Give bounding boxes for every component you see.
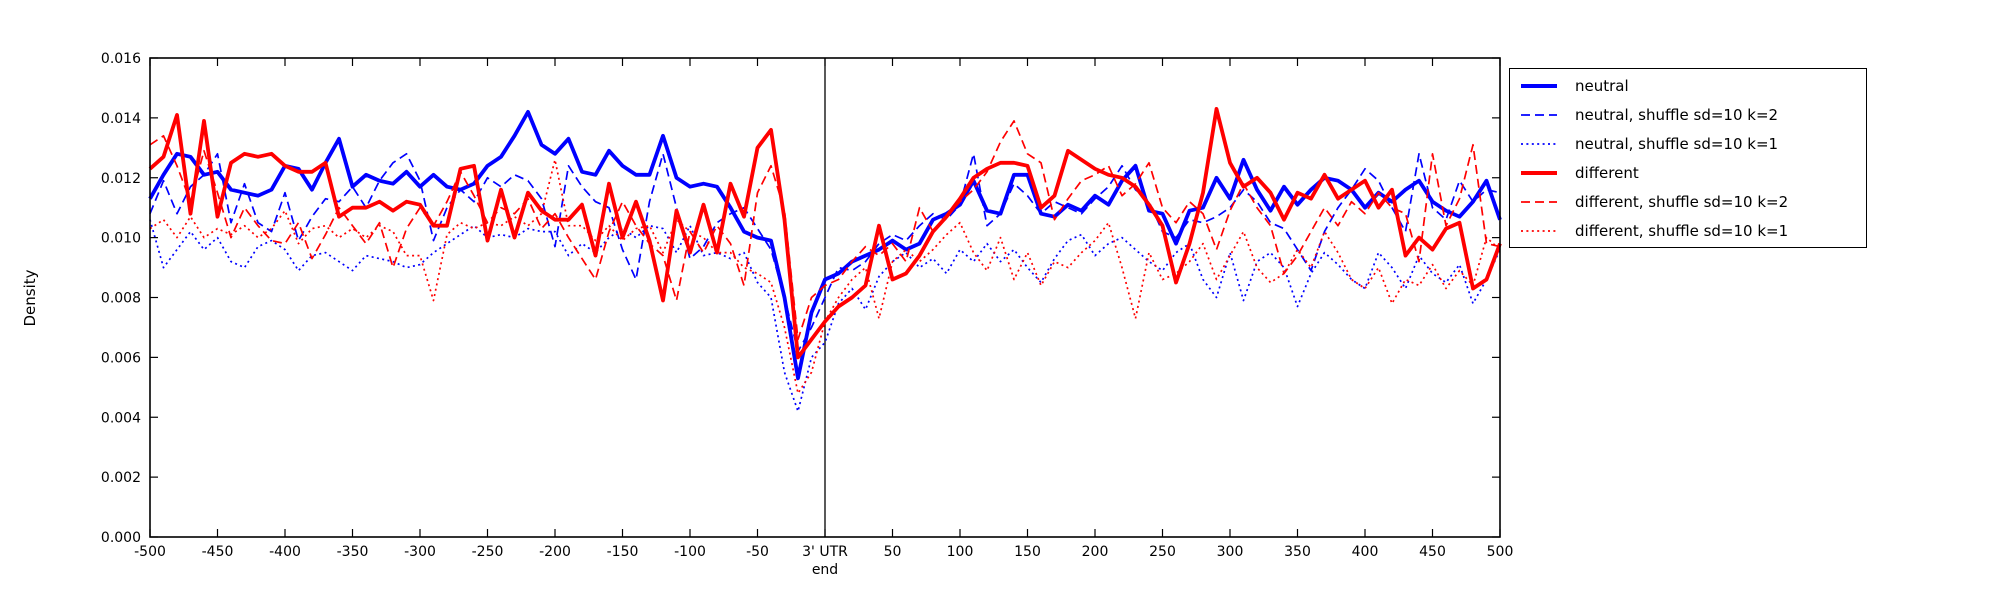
y-axis-label: Density (21, 269, 39, 327)
series-line-4 (149, 120, 1501, 341)
x-tick-label: 400 (1352, 544, 1379, 560)
legend-label: different (1575, 163, 1639, 182)
x-tick-label: 3' UTR (802, 544, 848, 560)
x-tick-label: -300 (404, 544, 436, 560)
legend-label: neutral (1575, 76, 1629, 95)
legend-entry-neutral-shuffle-k2: neutral, shuffle sd=10 k=2 (1510, 101, 1866, 129)
legend-line-sample-dashed-red (1521, 200, 1557, 203)
y-tick-label: 0.010 (101, 231, 141, 247)
x-tick-label: 150 (1014, 544, 1041, 560)
legend-entry-different: different (1510, 159, 1866, 187)
x-tick-label: 50 (884, 544, 902, 560)
x-tick-label: -150 (607, 544, 639, 560)
legend-line-sample-solid-red (1521, 170, 1557, 175)
x-tick-label: 450 (1419, 544, 1446, 560)
x-tick-label: -100 (674, 544, 706, 560)
y-tick-label: 0.004 (101, 410, 141, 426)
legend-label: different, shuffle sd=10 k=1 (1575, 221, 1789, 240)
legend-line-sample-solid-blue (1521, 83, 1557, 88)
x-tick-label: -350 (337, 544, 369, 560)
x-tick-label: 250 (1149, 544, 1176, 560)
x-tick-label: -200 (539, 544, 571, 560)
legend-entry-different-shuffle-k1: different, shuffle sd=10 k=1 (1510, 217, 1866, 245)
x-tick-label: -400 (269, 544, 301, 560)
x-tick-label: -500 (134, 544, 166, 560)
series-line-2 (149, 219, 1501, 413)
x-tick-label: 300 (1217, 544, 1244, 560)
series-line-1 (149, 152, 1501, 353)
legend-line-sample-dashed-blue (1521, 113, 1557, 116)
x-tick-label: -450 (202, 544, 234, 560)
y-tick-label: 0.014 (101, 111, 141, 127)
y-tick-label: 0.016 (101, 51, 141, 67)
legend-entry-neutral-shuffle-k1: neutral, shuffle sd=10 k=1 (1510, 130, 1866, 158)
x-tick-label: 100 (947, 544, 974, 560)
legend-entry-neutral: neutral (1510, 72, 1866, 100)
x-tick-label: -50 (746, 544, 769, 560)
y-tick-label: 0.000 (101, 530, 141, 546)
x-tick-label-line2: end (812, 562, 838, 578)
legend-line-sample-dotted-blue (1521, 142, 1557, 145)
legend: neutral neutral, shuffle sd=10 k=2 neutr… (1509, 68, 1867, 248)
legend-label: neutral, shuffle sd=10 k=1 (1575, 134, 1779, 153)
series-line-5 (149, 158, 1501, 395)
legend-label: different, shuffle sd=10 k=2 (1575, 192, 1789, 211)
y-tick-label: 0.008 (101, 291, 141, 307)
legend-line-sample-dotted-red (1521, 229, 1557, 232)
x-tick-label: 200 (1082, 544, 1109, 560)
y-tick-label: 0.006 (101, 350, 141, 366)
y-tick-label: 0.002 (101, 470, 141, 486)
legend-entry-different-shuffle-k2: different, shuffle sd=10 k=2 (1510, 188, 1866, 216)
y-tick-label: 0.012 (101, 171, 141, 187)
x-tick-label: -250 (472, 544, 504, 560)
x-tick-label: 500 (1487, 544, 1514, 560)
legend-label: neutral, shuffle sd=10 k=2 (1575, 105, 1779, 124)
x-tick-label: 350 (1284, 544, 1311, 560)
